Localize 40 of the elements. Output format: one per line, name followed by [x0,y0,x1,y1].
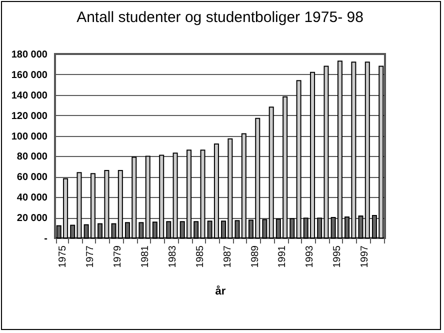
bar [262,219,268,238]
x-tick-label: 1987 [222,245,234,268]
y-tick-label: - [44,234,48,244]
x-tick-label: 1981 [140,245,152,268]
y-tick-label: 80 000 [16,152,48,163]
bar [241,133,246,238]
x-tick-label: 1977 [85,245,96,268]
y-tick-label: 40 000 [16,192,48,204]
x-tick-label: 1985 [194,245,206,268]
bar [234,220,240,238]
bar [296,80,302,238]
x-axis-title: år [215,284,226,298]
bar [70,224,76,238]
y-tick-label: 100 000 [11,131,48,142]
bar [290,218,295,238]
y-tick-label: 120 000 [11,110,48,122]
bar [194,221,199,238]
y-tick-label: 140 000 [11,90,48,102]
bar [172,152,178,238]
y-tick-label: 60 000 [16,172,48,184]
bar [166,221,172,238]
x-tick-label: 1975 [58,245,69,268]
x-tick-label: 1989 [250,245,261,268]
x-tick-label: 1979 [112,245,124,268]
x-tick-label: 1983 [167,245,178,268]
x-tick-label: 1995 [332,245,344,268]
y-tick-label: 180 000 [11,50,48,60]
bar [364,62,370,238]
chart-title: Antall studenter og studentboliger 1975- 98 [76,9,364,26]
bar [76,172,82,238]
bar [200,150,206,238]
x-tick-label: 1993 [304,245,316,268]
x-tick-label: 1997 [360,245,371,268]
bar [145,156,150,238]
bar [138,222,144,238]
y-tick-label: 20 000 [16,213,48,224]
y-tick-label: 160 000 [11,70,48,81]
bar [358,216,364,238]
x-tick-label: 1991 [277,245,288,268]
bar [268,106,274,238]
